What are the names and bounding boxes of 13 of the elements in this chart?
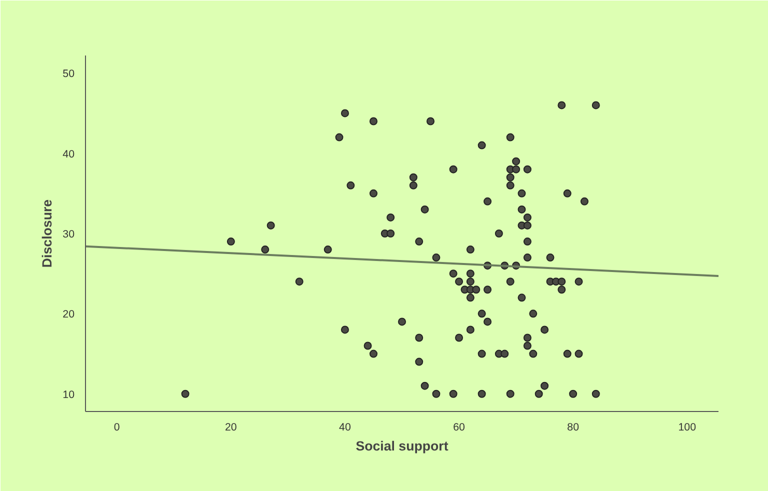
x-tick-label: 40 <box>339 422 351 434</box>
x-axis-title: Social support <box>356 438 449 454</box>
x-tick-label: 60 <box>453 422 466 434</box>
y-tick-label: 40 <box>62 148 75 160</box>
y-axis-title: Disclosure <box>40 199 55 268</box>
y-tick-label: 30 <box>62 228 75 240</box>
y-tick-label: 10 <box>62 388 75 401</box>
x-tick-label: 80 <box>567 422 580 434</box>
y-tick-label: 50 <box>62 68 75 80</box>
y-tick-label: 20 <box>62 308 75 321</box>
x-tick-label: 0 <box>114 422 120 434</box>
x-tick-label: 20 <box>224 422 237 434</box>
x-tick-label: 100 <box>678 422 696 434</box>
